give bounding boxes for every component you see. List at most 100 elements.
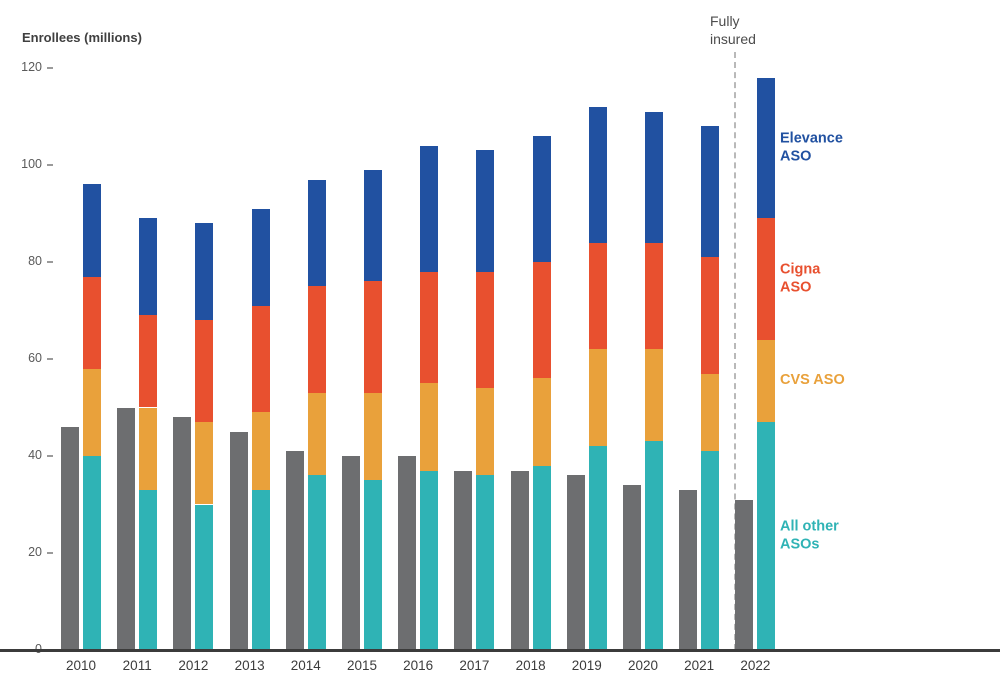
segment-cigna-aso-2017 [476, 271, 495, 389]
y-tick-label-40: 40 [28, 448, 42, 462]
x-tick-label-2017: 2017 [459, 658, 490, 673]
segment-cigna-aso-2020 [645, 242, 663, 350]
segment-elevance-aso-2022 [757, 77, 776, 219]
segment-cigna-aso-2016 [420, 271, 439, 384]
x-tick-label-2012: 2012 [178, 658, 209, 673]
bar-fully-insured-2013 [229, 431, 248, 650]
series-label-cigna-aso: Cigna ASO [780, 261, 821, 295]
segment-elevance-aso-2012 [195, 223, 214, 321]
segment-elevance-aso-2021 [701, 126, 720, 258]
segment-all-other-asos-2011 [139, 489, 158, 650]
bar-fully-insured-2010 [61, 426, 79, 650]
y-tick-mark [47, 358, 53, 360]
segment-cvs-aso-2020 [645, 349, 663, 442]
segment-cvs-aso-2017 [476, 388, 495, 476]
x-tick-label-2021: 2021 [684, 658, 715, 673]
segment-elevance-aso-2017 [476, 150, 495, 272]
x-tick-label-2020: 2020 [627, 658, 659, 673]
segment-all-other-asos-2018 [532, 465, 551, 650]
segment-cigna-aso-2010 [83, 276, 101, 369]
y-tick-label-20: 20 [28, 545, 42, 559]
segment-cigna-aso-2018 [532, 262, 551, 379]
x-tick-label-2022: 2022 [740, 658, 771, 673]
segment-cigna-aso-2012 [195, 320, 214, 423]
segment-elevance-aso-2020 [645, 111, 663, 243]
segment-all-other-asos-2017 [476, 475, 495, 650]
segment-cigna-aso-2015 [364, 281, 382, 393]
segment-cvs-aso-2014 [307, 392, 326, 476]
segment-cigna-aso-2021 [701, 257, 720, 374]
x-tick-label-2018: 2018 [515, 658, 546, 673]
segment-elevance-aso-2018 [532, 135, 551, 262]
segment-cvs-aso-2011 [139, 407, 158, 490]
segment-all-other-asos-2012 [195, 504, 214, 650]
bar-fully-insured-2021 [679, 489, 698, 650]
fully-insured-annotation: Fully insured [710, 13, 756, 48]
segment-all-other-asos-2019 [588, 446, 607, 650]
bar-fully-insured-2019 [566, 475, 585, 650]
segment-all-other-asos-2014 [307, 475, 326, 650]
segment-elevance-aso-2010 [83, 184, 101, 277]
bar-fully-insured-2022 [735, 499, 754, 650]
x-tick-label-2016: 2016 [403, 658, 434, 673]
segment-cvs-aso-2016 [420, 383, 439, 471]
y-tick-mark [47, 261, 53, 263]
y-tick-mark [47, 67, 53, 69]
bar-fully-insured-2016 [398, 456, 417, 650]
segment-all-other-asos-2015 [364, 480, 382, 650]
x-tick-label-2014: 2014 [290, 658, 321, 673]
segment-all-other-asos-2021 [701, 451, 720, 650]
segment-cvs-aso-2015 [364, 392, 382, 481]
segment-elevance-aso-2013 [251, 208, 270, 306]
segment-cigna-aso-2014 [307, 286, 326, 393]
segment-cvs-aso-2018 [532, 378, 551, 466]
segment-elevance-aso-2019 [588, 106, 607, 243]
y-tick-mark [47, 552, 53, 554]
segment-cigna-aso-2019 [588, 242, 607, 350]
series-label-elevance-aso: Elevance ASO [780, 130, 843, 165]
bar-fully-insured-2017 [454, 470, 473, 650]
segment-cvs-aso-2021 [701, 373, 720, 452]
bar-fully-insured-2011 [117, 407, 136, 650]
bar-fully-insured-2014 [285, 451, 304, 650]
bar-fully-insured-2015 [342, 456, 360, 650]
segment-all-other-asos-2020 [645, 441, 663, 650]
x-axis-line [0, 649, 1000, 652]
segment-all-other-asos-2013 [251, 489, 270, 650]
y-tick-label-80: 80 [28, 254, 42, 268]
bar-fully-insured-2018 [510, 470, 529, 650]
segment-cvs-aso-2013 [251, 412, 270, 490]
segment-elevance-aso-2016 [420, 145, 439, 272]
x-axis-labels: 2010 2011 2012 2013 2014 2015 2016 2017 2018 2019… [0, 658, 1000, 678]
segment-all-other-asos-2016 [420, 470, 439, 650]
x-tick-label-2019: 2019 [571, 658, 602, 673]
y-axis-title: Enrollees (millions) [22, 30, 142, 45]
fully-insured-divider-line [734, 52, 736, 650]
segment-cvs-aso-2022 [757, 339, 776, 423]
bar-fully-insured-2012 [173, 417, 192, 650]
segment-elevance-aso-2014 [307, 179, 326, 287]
segment-cvs-aso-2012 [195, 422, 214, 505]
y-tick-label-100: 100 [21, 157, 42, 171]
x-tick-label-2011: 2011 [122, 658, 152, 673]
segment-cigna-aso-2013 [251, 305, 270, 413]
bar-fully-insured-2020 [623, 485, 641, 650]
x-tick-label-2010: 2010 [65, 658, 97, 673]
segment-cigna-aso-2011 [139, 315, 158, 408]
segment-cvs-aso-2010 [83, 368, 101, 456]
x-tick-label-2015: 2015 [346, 658, 378, 673]
segment-cigna-aso-2022 [757, 218, 776, 340]
y-tick-label-120: 120 [21, 60, 42, 74]
series-label-cvs-aso: CVS ASO [780, 371, 845, 388]
y-tick-label-60: 60 [28, 351, 42, 365]
y-tick-mark [47, 455, 53, 457]
y-tick-mark [47, 164, 53, 166]
segment-elevance-aso-2011 [139, 218, 158, 316]
x-tick-label-2013: 2013 [234, 658, 265, 673]
segment-cvs-aso-2019 [588, 349, 607, 447]
segment-all-other-asos-2010 [83, 456, 101, 650]
series-label-all-other-asos: All other ASOs [780, 518, 839, 553]
segment-elevance-aso-2015 [364, 169, 382, 282]
segment-all-other-asos-2022 [757, 422, 776, 650]
